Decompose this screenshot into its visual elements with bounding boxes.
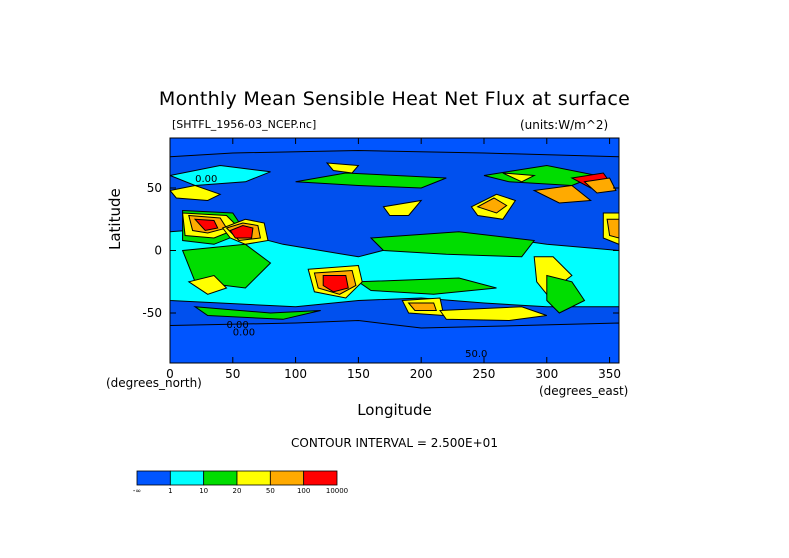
flux-region xyxy=(546,274,586,314)
y-tick-label: -50 xyxy=(142,306,162,320)
flux-region xyxy=(170,138,619,158)
flux-region xyxy=(532,184,593,204)
flux-region xyxy=(170,164,271,187)
x-tick-label: 0 xyxy=(166,367,174,381)
contour-label: 0.00 xyxy=(195,174,217,185)
colorbar-label: 20 xyxy=(233,487,242,495)
contour-label: 50.0 xyxy=(465,349,487,360)
x-axis-label: Longitude xyxy=(357,401,432,419)
flux-region xyxy=(439,306,547,322)
colorbar-label: 10 xyxy=(199,487,208,495)
y-tick-label: 0 xyxy=(154,244,162,258)
chart-title: Monthly Mean Sensible Heat Net Flux at s… xyxy=(158,88,631,110)
colorbar-label: -∞ xyxy=(133,487,141,495)
flux-region xyxy=(322,275,349,293)
x-axis-unit-north: (degrees_north) xyxy=(106,376,202,390)
units-label: (units:W/m^2) xyxy=(520,118,609,132)
x-tick-label: 100 xyxy=(284,367,307,381)
flux-region xyxy=(606,218,619,239)
x-tick-label: 250 xyxy=(473,367,496,381)
colorbar-label: 100 xyxy=(297,487,310,495)
colorbar-swatch xyxy=(303,470,338,486)
dataset-label: [SHTFL_1956-03_NCEP.nc] xyxy=(172,118,317,131)
flux-region xyxy=(295,172,447,189)
axes: 0 50 100 150 200 250 300 350 50 0 -50 xyxy=(142,137,621,381)
contour-interval: CONTOUR INTERVAL = 2.500E+01 xyxy=(291,436,498,450)
flux-region xyxy=(583,177,617,194)
colorbar: -∞ 1 10 20 50 100 10000 xyxy=(133,470,348,495)
x-tick-label: 50 xyxy=(225,367,240,381)
flux-region xyxy=(229,224,254,239)
colorbar-swatch xyxy=(236,470,271,486)
colorbar-swatch xyxy=(169,470,205,486)
flux-region xyxy=(187,274,228,295)
colorbar-label: 1 xyxy=(168,487,172,495)
flux-region xyxy=(356,277,497,295)
flux-region xyxy=(325,162,360,174)
x-axis-unit-east: (degrees_east) xyxy=(539,384,629,398)
contour-label: 0.00 xyxy=(233,328,255,339)
colorbar-label: 50 xyxy=(266,487,275,495)
flux-region xyxy=(181,243,272,289)
x-tick-label: 300 xyxy=(535,367,558,381)
x-tick-label: 150 xyxy=(347,367,370,381)
flux-region xyxy=(382,199,423,216)
flux-region xyxy=(170,319,619,363)
x-tick-label: 350 xyxy=(598,367,621,381)
flux-region xyxy=(502,172,537,183)
flux-region xyxy=(170,184,222,202)
x-tick-label: 200 xyxy=(410,367,433,381)
colorbar-swatch xyxy=(269,470,305,486)
flux-region xyxy=(369,231,536,258)
flux-region xyxy=(476,197,508,214)
colorbar-swatch xyxy=(203,470,238,486)
colorbar-swatch xyxy=(136,470,171,486)
flux-region xyxy=(193,218,219,232)
flux-region xyxy=(193,306,321,320)
flux-region xyxy=(407,302,438,311)
contour-label: 0.00 xyxy=(227,320,249,331)
colorbar-label: 10000 xyxy=(326,487,348,495)
y-tick-label: 50 xyxy=(147,181,162,195)
